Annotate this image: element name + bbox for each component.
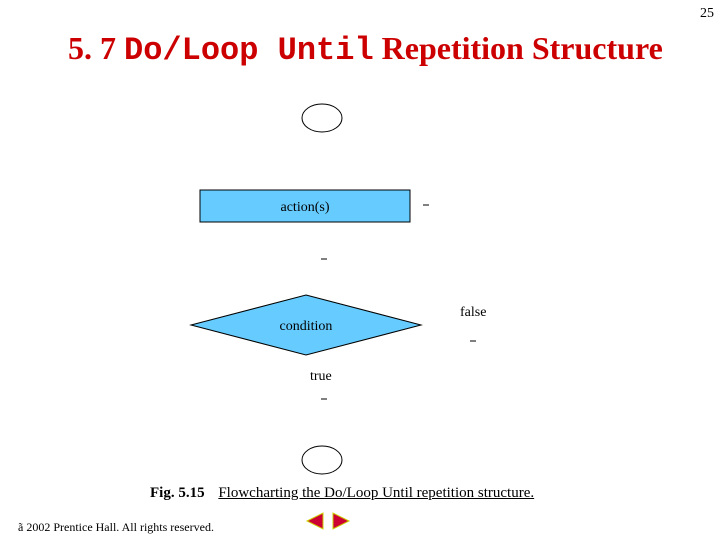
next-button[interactable] bbox=[331, 512, 351, 530]
svg-text:action(s): action(s) bbox=[281, 200, 330, 215]
figure-number: Fig. 5.15 bbox=[150, 485, 205, 501]
figure-caption: Fig. 5.15 Flowcharting the Do/Loop Until… bbox=[150, 485, 534, 502]
copyright-text: 2002 Prentice Hall. All rights reserved. bbox=[26, 520, 214, 534]
copyright: ã 2002 Prentice Hall. All rights reserve… bbox=[18, 520, 214, 535]
prev-button[interactable] bbox=[305, 512, 325, 530]
start-node bbox=[302, 104, 342, 132]
svg-text:false: false bbox=[460, 305, 486, 320]
figure-text: Flowcharting the Do/Loop Until repetitio… bbox=[218, 485, 534, 501]
nav-buttons bbox=[305, 512, 351, 530]
end-node bbox=[302, 446, 342, 474]
svg-text:condition: condition bbox=[280, 319, 333, 334]
copyright-symbol: ã bbox=[18, 520, 23, 534]
flowchart: action(s) condition true false bbox=[0, 0, 720, 540]
svg-text:true: true bbox=[310, 369, 332, 384]
